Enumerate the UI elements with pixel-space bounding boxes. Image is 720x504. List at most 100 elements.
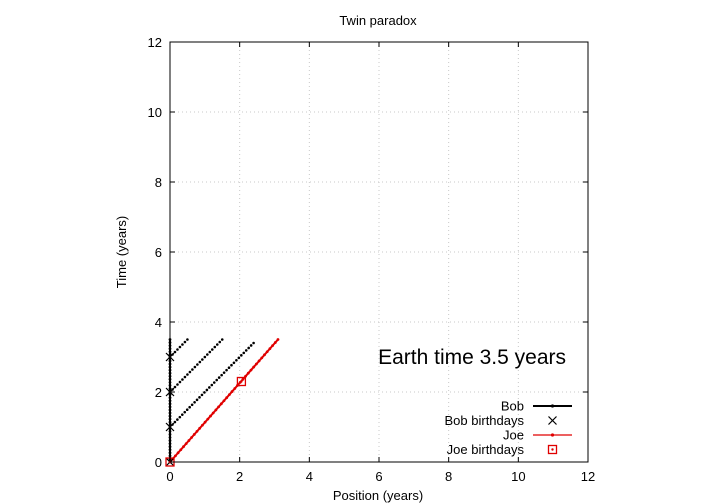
signal-dot xyxy=(247,346,250,350)
signal-dot xyxy=(249,344,253,347)
joe-point xyxy=(219,402,223,406)
signal-dot xyxy=(173,385,177,389)
y-tick-label: 12 xyxy=(148,35,162,50)
joe-point xyxy=(260,356,264,360)
legend-joe-symbol-point xyxy=(550,433,555,437)
joe-point xyxy=(206,417,210,421)
joe-point xyxy=(195,429,199,433)
joe-point xyxy=(217,405,220,409)
joe-point xyxy=(225,396,229,400)
signal-dot xyxy=(195,398,199,402)
joe-point xyxy=(230,390,234,393)
signal-dot xyxy=(188,405,191,409)
signal-dot xyxy=(178,345,182,349)
joe-point xyxy=(184,442,188,446)
signal-dot xyxy=(173,350,177,354)
chart-title: Twin paradox xyxy=(339,13,417,28)
y-tick-label: 4 xyxy=(155,315,162,330)
signal-dot xyxy=(242,351,246,355)
signal-dot xyxy=(178,415,182,419)
joe-point xyxy=(200,423,204,427)
signal-dot xyxy=(193,365,197,369)
signal-dot xyxy=(185,408,189,412)
signal-dot xyxy=(213,345,217,349)
signal-dot xyxy=(218,340,222,344)
signal-dot xyxy=(230,363,233,367)
legend-bob-birthdays-symbol xyxy=(548,416,557,425)
legend-joe-label: Joe xyxy=(503,428,524,443)
y-tick-label: 2 xyxy=(155,385,162,400)
signal-dot xyxy=(244,349,248,352)
signal-dot xyxy=(196,363,199,366)
joe-point xyxy=(233,387,237,390)
joe-point xyxy=(257,359,261,363)
signal-dot xyxy=(220,338,224,341)
signal-dot xyxy=(227,366,231,370)
joe-birthday-marker xyxy=(236,376,247,387)
signal-dot xyxy=(210,383,214,387)
joe-point xyxy=(173,454,177,458)
signal-dot xyxy=(252,341,255,345)
signal-dot xyxy=(208,386,211,389)
signal-dot xyxy=(215,378,219,382)
legend-joe-birthdays-symbol xyxy=(547,444,558,455)
joe-point xyxy=(214,408,218,412)
signal-dot xyxy=(205,388,209,392)
x-tick-label: 8 xyxy=(445,469,452,484)
signal-dot xyxy=(208,350,212,354)
x-tick-label: 2 xyxy=(236,469,243,484)
joe-point xyxy=(227,393,231,397)
signal-dot xyxy=(183,340,187,344)
joe-point xyxy=(254,362,258,366)
signal-dot xyxy=(180,413,184,416)
signal-dot xyxy=(198,360,202,364)
y-tick-label: 10 xyxy=(148,105,162,120)
joe-point xyxy=(187,439,191,442)
signal-dot xyxy=(176,418,179,421)
x-tick-label: 12 xyxy=(581,469,595,484)
joe-birthday-center xyxy=(240,380,243,383)
x-tick-label: 0 xyxy=(166,469,173,484)
y-tick-label: 0 xyxy=(155,455,162,470)
joe-point xyxy=(222,399,226,403)
tick-layer: 0 2 4 6 8 10 12 0 2 4 6 8 10 12 xyxy=(148,35,596,484)
signal-dot xyxy=(237,356,241,360)
signal-dot xyxy=(176,348,179,351)
signal-dot xyxy=(178,380,182,384)
signal-dot xyxy=(191,368,194,371)
joe-point xyxy=(209,414,212,418)
signal-dot xyxy=(235,358,238,362)
legend-joe-birthdays-symbol-point xyxy=(551,448,554,451)
signal-dot xyxy=(220,373,223,377)
joe-point xyxy=(182,445,185,449)
joe-point xyxy=(192,433,196,436)
x-axis-label: Position (years) xyxy=(333,488,423,503)
x-tick-label: 10 xyxy=(511,469,525,484)
joe-point xyxy=(176,451,180,455)
signal-dot xyxy=(181,343,184,346)
joe-point xyxy=(273,341,277,344)
joe-point xyxy=(198,426,202,430)
legend-joe-birthdays-label: Joe birthdays xyxy=(447,442,525,457)
joe-point xyxy=(203,420,207,424)
x-tick-label: 4 xyxy=(306,469,313,484)
joe-point xyxy=(179,448,183,452)
grid-layer xyxy=(170,42,588,462)
signal-dot xyxy=(173,420,177,424)
signal-dot xyxy=(193,400,196,404)
x-tick-label: 6 xyxy=(375,469,382,484)
signal-dot xyxy=(222,371,226,374)
joe-birthday-square xyxy=(236,376,247,387)
joe-point xyxy=(265,350,269,354)
y-tick-label: 6 xyxy=(155,245,162,260)
signal-dot xyxy=(183,410,187,414)
signal-dot xyxy=(190,403,194,407)
legend-bob-symbol-point xyxy=(550,404,555,408)
signal-dot xyxy=(186,338,189,341)
joe-point xyxy=(252,365,256,369)
joe-point xyxy=(271,344,274,348)
signal-dot xyxy=(206,353,209,356)
signal-dot xyxy=(212,381,216,384)
